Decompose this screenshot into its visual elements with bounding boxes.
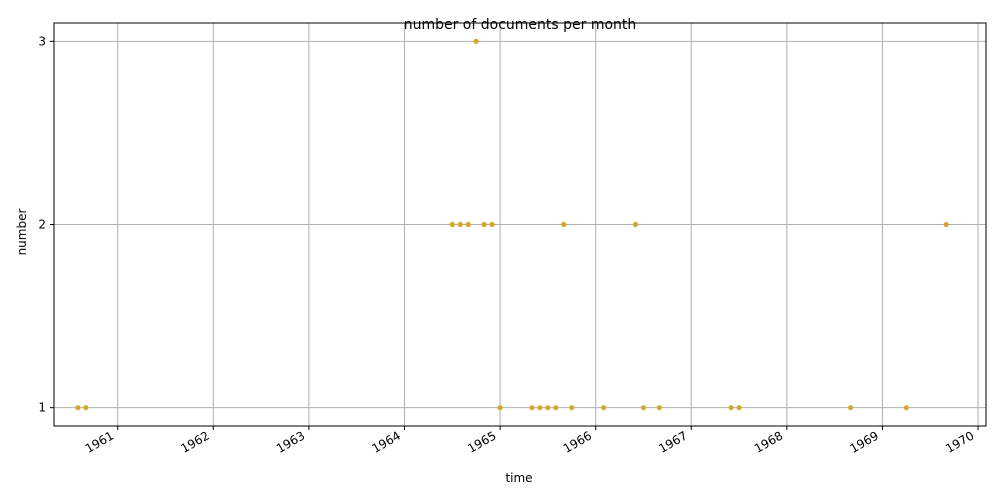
x-tick-label: 1966 <box>561 428 594 455</box>
data-point <box>903 405 909 411</box>
x-tick-label: 1961 <box>83 428 116 455</box>
data-point <box>465 221 471 228</box>
data-point <box>457 221 463 228</box>
data-point <box>497 405 503 411</box>
x-tick-label: 1968 <box>752 428 785 455</box>
axis-ticks: 1961 1962 1963 1964 1965 1966 1967 1968 1969 1970… <box>38 34 979 456</box>
x-axis-label: time <box>505 471 532 485</box>
data-point <box>569 405 575 411</box>
data-point <box>553 405 559 411</box>
data-point <box>640 405 647 411</box>
data-point <box>561 221 567 228</box>
data-points <box>75 38 949 411</box>
x-tick-label: 1965 <box>465 428 498 455</box>
data-point <box>847 405 854 411</box>
x-tick-label: 1970 <box>943 428 976 455</box>
y-axis-label: number <box>15 209 29 256</box>
data-point <box>656 405 663 411</box>
data-point <box>473 38 479 44</box>
data-point <box>449 221 455 228</box>
data-point <box>75 405 81 411</box>
y-tick-label: 2 <box>38 218 46 232</box>
data-point <box>537 405 543 411</box>
data-point <box>601 405 607 411</box>
data-point <box>728 405 734 411</box>
data-point <box>83 405 89 411</box>
y-tick-label: 1 <box>38 401 46 415</box>
chart-title: number of documents per month <box>404 17 637 33</box>
grid <box>54 23 986 426</box>
y-tick-label: 3 <box>38 34 46 48</box>
data-point <box>529 405 535 411</box>
data-point <box>481 221 487 228</box>
x-tick-label: 1962 <box>178 428 211 455</box>
x-tick-label: 1967 <box>656 428 689 455</box>
data-point <box>545 405 551 411</box>
x-tick-label: 1964 <box>370 428 403 455</box>
x-tick-label: 1969 <box>847 428 880 455</box>
data-point <box>736 405 742 411</box>
data-point <box>943 221 949 228</box>
data-point <box>632 221 639 228</box>
data-point <box>489 221 495 228</box>
x-tick-label: 1963 <box>274 428 307 455</box>
